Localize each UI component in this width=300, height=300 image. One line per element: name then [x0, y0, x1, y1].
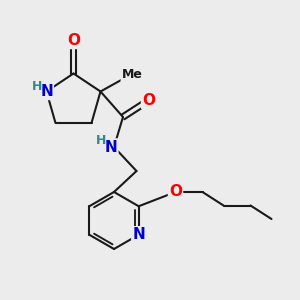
Text: O: O: [169, 184, 182, 200]
Text: N: N: [40, 84, 53, 99]
Text: N: N: [105, 140, 117, 154]
Text: O: O: [142, 93, 155, 108]
Text: Me: Me: [122, 68, 142, 82]
Text: H: H: [96, 134, 106, 148]
Text: H: H: [32, 80, 42, 93]
Text: O: O: [67, 33, 80, 48]
Text: N: N: [132, 227, 145, 242]
